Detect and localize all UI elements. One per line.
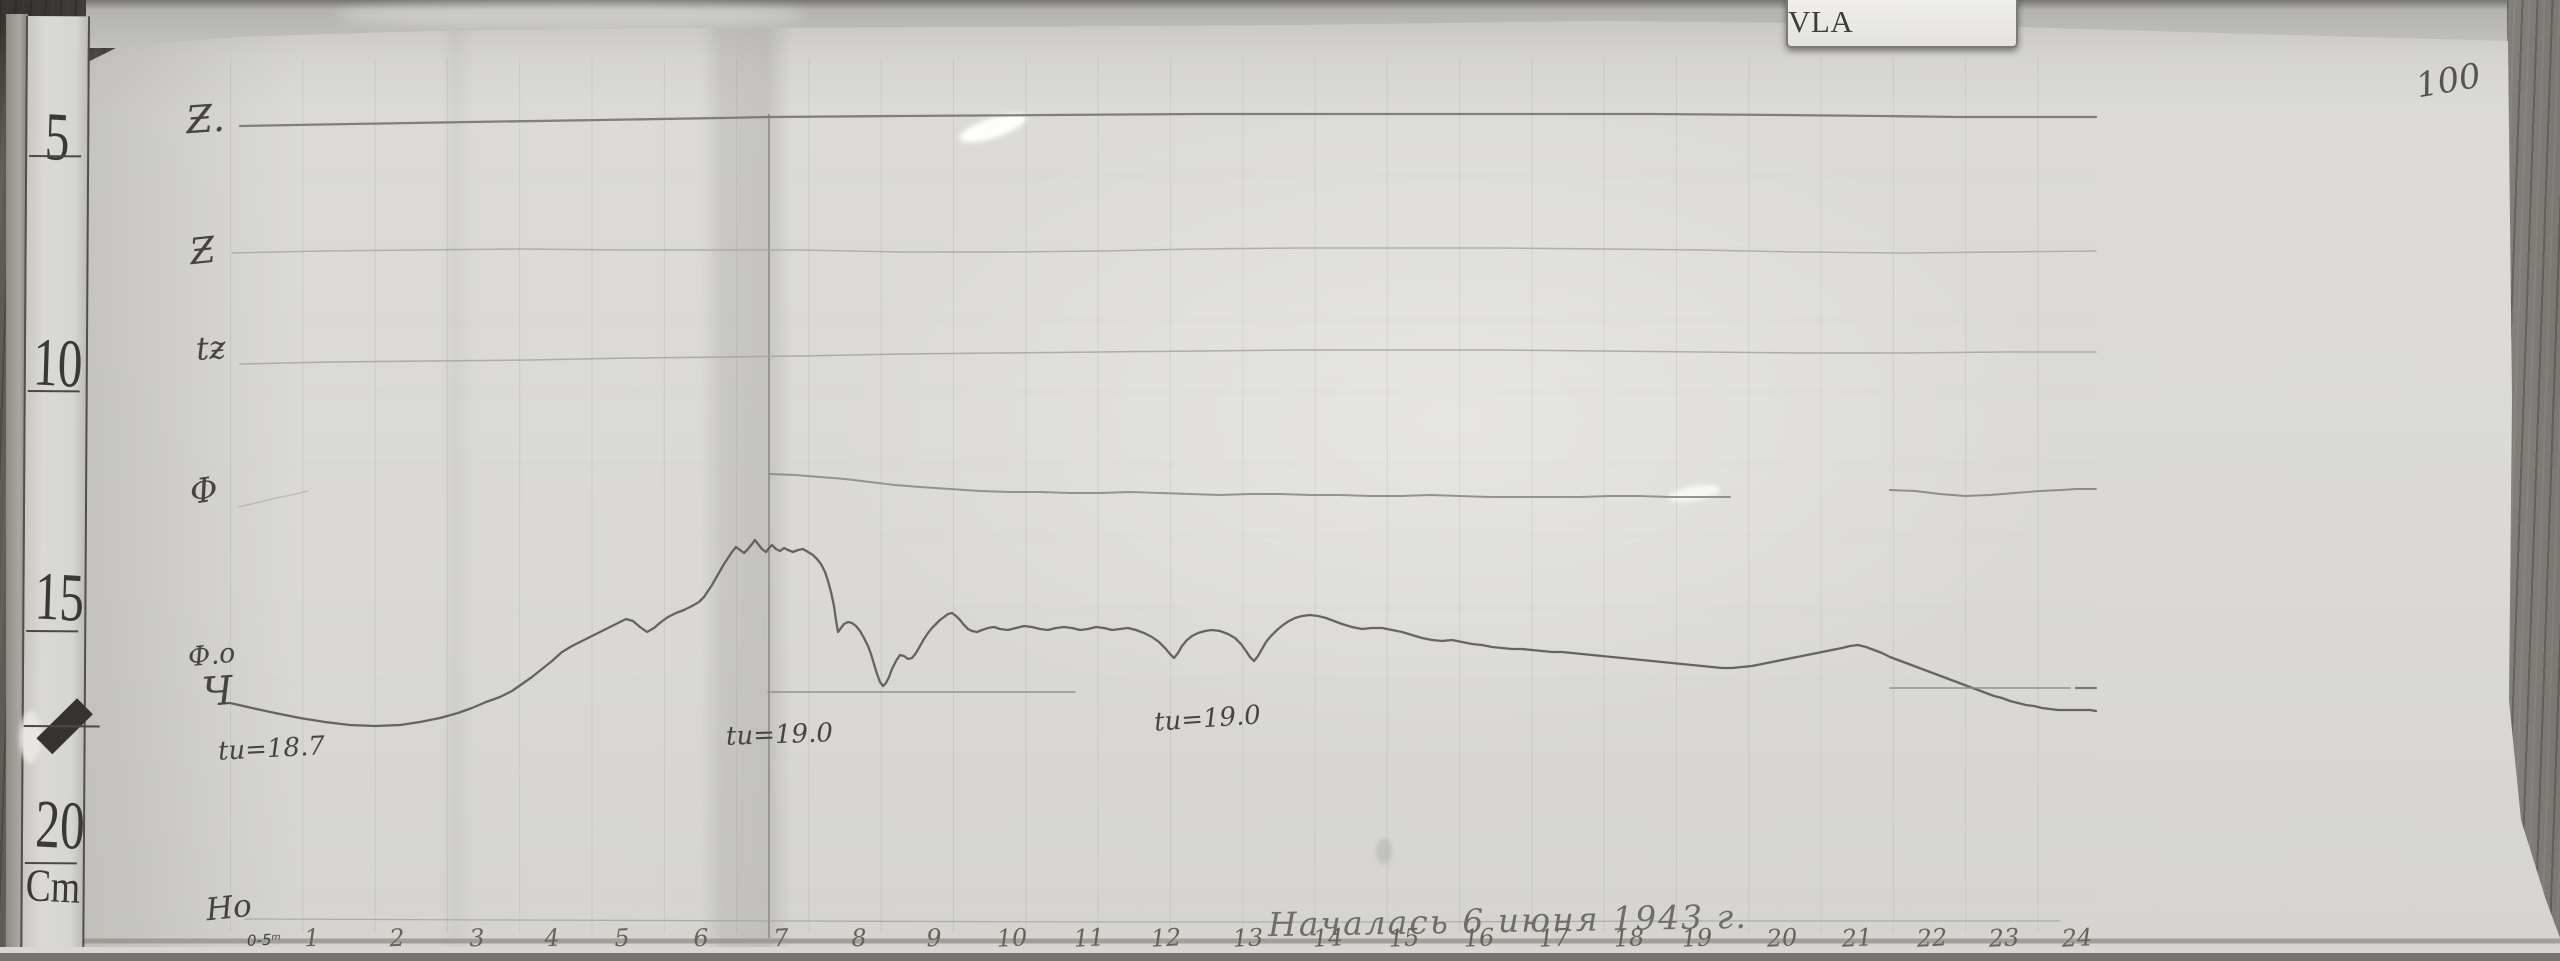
axis-tick-label: 19 (1681, 923, 1713, 953)
axis-tick-label: 10 (996, 923, 1028, 953)
series-tZ-trace (239, 349, 2097, 365)
series-D-trace (769, 473, 1731, 498)
axis-tick-label: 6 (692, 923, 710, 953)
series-D-trace-right (1889, 488, 2097, 497)
bottom-paper-edge-light (0, 947, 2560, 953)
trace-label: Φ (187, 469, 221, 513)
station-label-card: Vladivostok-VLA (1786, 0, 2018, 48)
bottom-paper-edge-dark (0, 953, 2560, 961)
axis-tick-label: 12 (1150, 923, 1182, 953)
axis-tick-label: 13 (1232, 923, 1264, 953)
axis-tick-label: 15 (1388, 923, 1420, 953)
axis-start-label: 0-5ᵐ (246, 930, 282, 950)
axis-tick-label: 14 (1312, 923, 1344, 953)
axis-tick-label: 4 (543, 923, 561, 953)
series-H0-baseline (244, 918, 2061, 923)
temperature-annotation: tu=19.0 (1153, 700, 1262, 738)
temperature-annotation: tu=19.0 (725, 718, 834, 752)
trace-label: Ф.о (186, 637, 237, 674)
page-number: 100 (2413, 55, 2484, 107)
axis-tick-label: 1 (303, 923, 321, 953)
axis-tick-label: 11 (1073, 923, 1105, 953)
series-Z-baseline (238, 112, 2098, 128)
trace-label: Ч (200, 667, 235, 717)
axis-tick-label: 22 (1916, 923, 1948, 953)
axis-tick-label: 7 (772, 923, 790, 953)
trace-label: Ƶ (187, 229, 218, 274)
series-H-trace (228, 538, 2098, 728)
trace-label: tƶ (194, 328, 228, 368)
axis-tick-label: 23 (1988, 923, 2020, 953)
axis-tick-label: 3 (468, 923, 486, 953)
station-name: Vladivostok-VLA (1788, 0, 1955, 39)
axis-tick-label: 16 (1463, 923, 1495, 953)
series-Z-trace (231, 247, 2097, 254)
series-D-baseline-left (237, 490, 309, 508)
trace-label: Ƶ. (184, 95, 226, 143)
axis-tick-label: 8 (850, 923, 868, 953)
axis-tick-label: 20 (1766, 923, 1798, 953)
backing-sheet-glare (336, 2, 806, 28)
axis-tick-label: 5 (613, 923, 631, 953)
temperature-annotation: tu=18.7 (217, 731, 326, 767)
axis-tick-label: 18 (1613, 923, 1645, 953)
h0-baseline-label: Ho (204, 887, 254, 929)
paper-smudge (1376, 838, 1392, 864)
axis-tick-label: 9 (925, 923, 943, 953)
axis-tick-label: 2 (388, 923, 406, 953)
axis-tick-label: 17 (1538, 923, 1570, 953)
axis-tick-label: 21 (1841, 923, 1873, 953)
axis-tick-label: 24 (2061, 923, 2093, 953)
